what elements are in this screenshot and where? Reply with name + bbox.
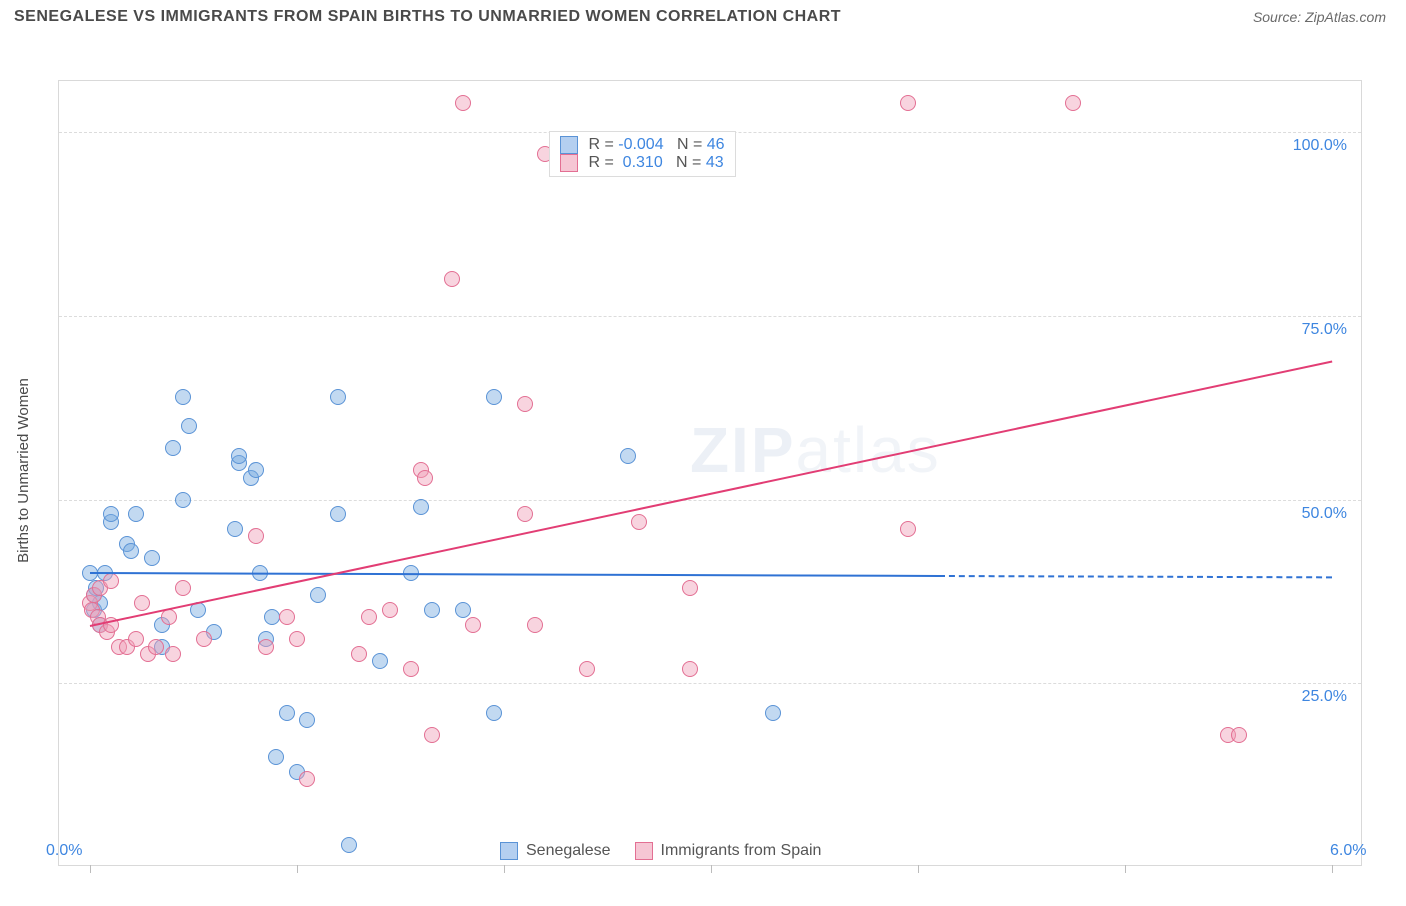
data-point-spain: [279, 609, 295, 625]
data-point-senegalese: [144, 550, 160, 566]
data-point-spain: [351, 646, 367, 662]
data-point-spain: [1231, 727, 1247, 743]
data-point-spain: [455, 95, 471, 111]
data-point-senegalese: [279, 705, 295, 721]
data-point-spain: [579, 661, 595, 677]
y-tick-label: 25.0%: [1302, 688, 1347, 706]
gridline: [59, 316, 1361, 317]
data-point-senegalese: [175, 492, 191, 508]
x-tick: [1332, 865, 1333, 873]
legend-label: Immigrants from Spain: [661, 842, 822, 860]
chart-area: Births to Unmarried Women ZIPatlas 25.0%…: [14, 34, 1392, 906]
data-point-senegalese: [227, 521, 243, 537]
data-point-senegalese: [330, 506, 346, 522]
data-point-spain: [1065, 95, 1081, 111]
gridline: [59, 683, 1361, 684]
x-tick: [297, 865, 298, 873]
legend-stat-text: R = -0.004 N = 46: [584, 136, 725, 154]
data-point-spain: [299, 771, 315, 787]
data-point-spain: [444, 271, 460, 287]
data-point-spain: [424, 727, 440, 743]
data-point-senegalese: [341, 837, 357, 853]
x-tick: [918, 865, 919, 873]
data-point-senegalese: [486, 389, 502, 405]
data-point-spain: [403, 661, 419, 677]
data-point-senegalese: [165, 440, 181, 456]
data-point-senegalese: [413, 499, 429, 515]
legend-swatch: [560, 154, 578, 172]
x-tick: [711, 865, 712, 873]
data-point-spain: [517, 396, 533, 412]
y-tick-label: 75.0%: [1302, 321, 1347, 339]
x-axis-end-label: 6.0%: [1330, 842, 1366, 860]
data-point-spain: [289, 631, 305, 647]
data-point-senegalese: [175, 389, 191, 405]
legend-label: Senegalese: [526, 842, 611, 860]
data-point-senegalese: [424, 602, 440, 618]
y-tick-label: 50.0%: [1302, 505, 1347, 523]
x-axis-start-label: 0.0%: [46, 842, 82, 860]
data-point-spain: [900, 521, 916, 537]
plot-region: ZIPatlas 25.0% 50.0% 75.0% 100.0% R = -0.00…: [58, 80, 1362, 866]
data-point-spain: [258, 639, 274, 655]
data-point-senegalese: [248, 462, 264, 478]
stats-legend: R = -0.004 N = 46 R = 0.310 N = 43: [549, 131, 736, 177]
data-point-senegalese: [620, 448, 636, 464]
data-point-spain: [196, 631, 212, 647]
data-point-senegalese: [128, 506, 144, 522]
data-point-senegalese: [330, 389, 346, 405]
data-point-senegalese: [486, 705, 502, 721]
data-point-spain: [134, 595, 150, 611]
data-point-spain: [128, 631, 144, 647]
legend-swatch: [500, 842, 518, 860]
data-point-spain: [631, 514, 647, 530]
data-point-spain: [527, 617, 543, 633]
data-point-spain: [382, 602, 398, 618]
data-point-spain: [103, 573, 119, 589]
data-point-spain: [900, 95, 916, 111]
y-axis-label: Births to Unmarried Women: [15, 378, 32, 563]
data-point-spain: [161, 609, 177, 625]
data-point-senegalese: [268, 749, 284, 765]
data-point-spain: [682, 661, 698, 677]
data-point-spain: [682, 580, 698, 596]
data-point-spain: [361, 609, 377, 625]
chart-title: SENEGALESE VS IMMIGRANTS FROM SPAIN BIRT…: [14, 8, 841, 26]
data-point-senegalese: [299, 712, 315, 728]
data-point-senegalese: [310, 587, 326, 603]
data-point-senegalese: [123, 543, 139, 559]
data-point-senegalese: [765, 705, 781, 721]
x-tick: [504, 865, 505, 873]
gridline: [59, 500, 1361, 501]
data-point-senegalese: [103, 506, 119, 522]
trend-line: [939, 575, 1332, 578]
trend-line: [90, 360, 1332, 626]
series-legend: Senegalese Immigrants from Spain: [500, 842, 821, 860]
y-tick-label: 100.0%: [1293, 137, 1347, 155]
data-point-senegalese: [181, 418, 197, 434]
watermark: ZIPatlas: [690, 413, 941, 487]
data-point-spain: [465, 617, 481, 633]
data-point-spain: [165, 646, 181, 662]
data-point-spain: [517, 506, 533, 522]
data-point-senegalese: [231, 448, 247, 464]
x-tick: [1125, 865, 1126, 873]
x-tick: [90, 865, 91, 873]
legend-stat-text: R = 0.310 N = 43: [584, 154, 724, 172]
data-point-senegalese: [455, 602, 471, 618]
source-label: Source: ZipAtlas.com: [1253, 9, 1386, 25]
trend-line: [90, 572, 939, 577]
legend-swatch: [560, 136, 578, 154]
data-point-spain: [148, 639, 164, 655]
data-point-spain: [417, 470, 433, 486]
legend-swatch: [635, 842, 653, 860]
data-point-spain: [248, 528, 264, 544]
data-point-spain: [175, 580, 191, 596]
data-point-senegalese: [372, 653, 388, 669]
